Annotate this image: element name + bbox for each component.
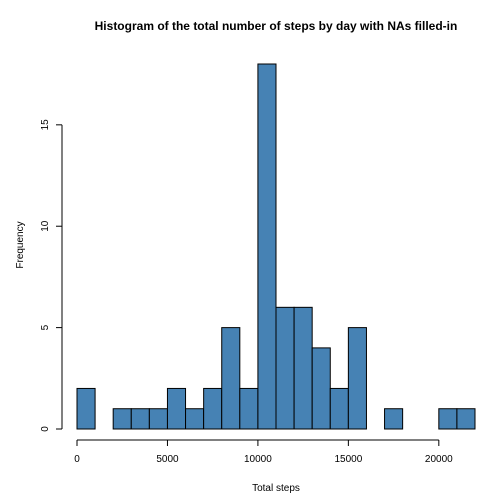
bars-group xyxy=(76,63,476,430)
x-tick-label: 0 xyxy=(74,454,80,465)
histogram-bar xyxy=(239,387,259,430)
x-tick-label: 15000 xyxy=(334,454,362,465)
histogram-bar xyxy=(275,306,295,430)
y-axis: 0 5 10 15 xyxy=(40,119,63,432)
histogram-bar xyxy=(311,347,331,430)
histogram-bar xyxy=(438,408,458,430)
y-tick-label: 0 xyxy=(40,426,51,432)
histogram-bar xyxy=(112,408,132,430)
y-tick-label: 15 xyxy=(40,119,51,131)
histogram-bar xyxy=(148,408,168,430)
y-axis-label: Frequency xyxy=(15,221,26,268)
x-axis: 0 5000 10000 15000 20000 xyxy=(74,439,453,465)
histogram-bar xyxy=(76,387,96,430)
y-tick-label: 10 xyxy=(40,220,51,232)
x-tick-label: 10000 xyxy=(244,454,272,465)
histogram-bar xyxy=(293,306,313,430)
x-tick-label: 20000 xyxy=(425,454,453,465)
histogram-bar xyxy=(185,408,205,430)
histogram-bar xyxy=(329,387,349,430)
x-tick-label: 5000 xyxy=(156,454,179,465)
histogram-bar xyxy=(130,408,150,430)
chart-title: Histogram of the total number of steps b… xyxy=(95,19,458,33)
y-tick-label: 5 xyxy=(40,324,51,330)
histogram-bar xyxy=(221,327,241,430)
histogram-bar xyxy=(257,63,277,430)
x-axis-label: Total steps xyxy=(252,483,300,494)
histogram-bar xyxy=(384,408,404,430)
histogram-bar xyxy=(347,327,367,430)
histogram-bar xyxy=(456,408,476,430)
histogram-bar xyxy=(203,387,223,430)
histogram-bar xyxy=(166,387,187,430)
